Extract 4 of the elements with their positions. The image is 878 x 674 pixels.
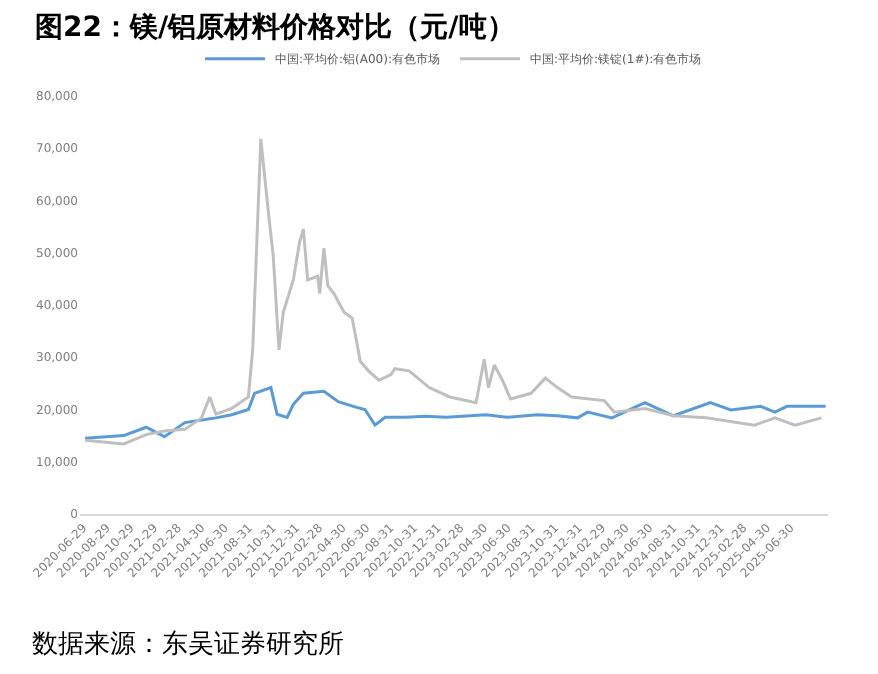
line-series — [83, 386, 828, 440]
line-series — [83, 137, 823, 446]
chart-title: 图22：镁/铝原材料价格对比（元/吨） — [35, 12, 515, 45]
source-note: 数据来源：东吴证券研究所 — [32, 630, 344, 660]
